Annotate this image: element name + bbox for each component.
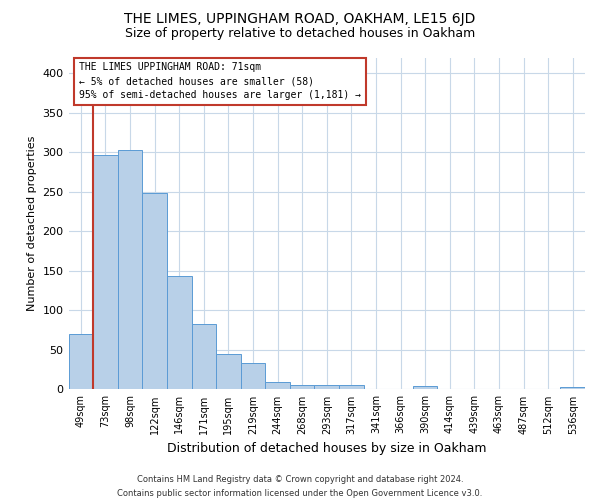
- Text: Size of property relative to detached houses in Oakham: Size of property relative to detached ho…: [125, 28, 475, 40]
- Bar: [413, 386, 437, 390]
- Bar: [216, 354, 241, 390]
- Bar: [142, 194, 167, 390]
- Bar: [290, 384, 314, 390]
- Text: Contains HM Land Registry data © Crown copyright and database right 2024.
Contai: Contains HM Land Registry data © Crown c…: [118, 476, 482, 498]
- Bar: [167, 276, 191, 390]
- Bar: [241, 364, 265, 390]
- Text: THE LIMES, UPPINGHAM ROAD, OAKHAM, LE15 6JD: THE LIMES, UPPINGHAM ROAD, OAKHAM, LE15 …: [124, 12, 476, 26]
- Y-axis label: Number of detached properties: Number of detached properties: [27, 136, 37, 311]
- Bar: [560, 387, 585, 390]
- X-axis label: Distribution of detached houses by size in Oakham: Distribution of detached houses by size …: [167, 442, 487, 455]
- Bar: [265, 382, 290, 390]
- Bar: [68, 334, 93, 390]
- Bar: [93, 154, 118, 390]
- Bar: [191, 324, 216, 390]
- Bar: [314, 384, 339, 390]
- Text: THE LIMES UPPINGHAM ROAD: 71sqm
← 5% of detached houses are smaller (58)
95% of : THE LIMES UPPINGHAM ROAD: 71sqm ← 5% of …: [79, 62, 361, 100]
- Bar: [339, 384, 364, 390]
- Bar: [118, 150, 142, 390]
- Bar: [364, 388, 388, 390]
